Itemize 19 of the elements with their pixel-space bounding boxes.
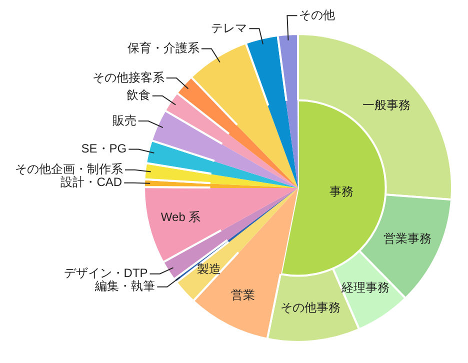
slice-label: その他事務 <box>280 300 341 315</box>
slice-label: 事務 <box>330 184 354 199</box>
slice-label: 経理事務 <box>340 280 390 295</box>
slice-label: Web 系 <box>160 210 201 224</box>
slice-label: 製造 <box>196 262 221 276</box>
slice-label: テレマ <box>211 20 248 35</box>
slice-label: その他 <box>299 8 336 22</box>
slice-label: 飲食 <box>126 88 150 102</box>
slice-label: 一般事務 <box>362 98 411 112</box>
slice-label: 営業 <box>230 288 255 302</box>
slice-label: その他企画・制作系 <box>14 162 123 176</box>
slice-label: 販売 <box>112 113 136 128</box>
slice-label: 編集・執筆 <box>94 279 156 294</box>
slice-label: SE・PG <box>81 142 127 156</box>
slice-label: デザイン・DTP <box>64 266 148 280</box>
slice-label: 営業事務 <box>384 231 432 246</box>
slice-label: 設計・CAD <box>60 175 122 190</box>
slice-label: その他接客系 <box>92 70 164 84</box>
slice-label: 保育・介護系 <box>127 41 200 56</box>
